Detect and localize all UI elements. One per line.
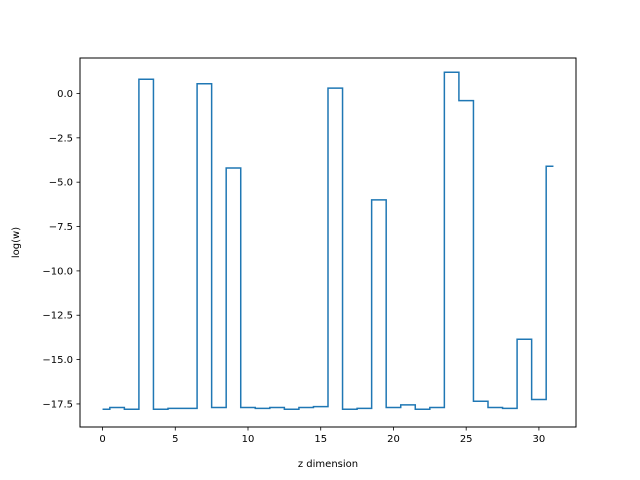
y-tick-label: −5.0: [49, 178, 73, 189]
series-line: [102, 71, 554, 411]
x-tick-label: 25: [460, 434, 473, 445]
x-axis-ticks: 0 5 10 15 20 25 30: [99, 427, 545, 445]
x-tick-label: 30: [533, 434, 546, 445]
y-axis-label: log(w): [11, 227, 22, 258]
x-tick-label: 10: [242, 434, 255, 445]
x-tick-label: 0: [99, 434, 105, 445]
y-tick-label: −15.0: [42, 355, 73, 366]
y-tick-label: 0.0: [57, 89, 73, 100]
x-axis-label: z dimension: [298, 459, 358, 470]
plot-content: [102, 71, 554, 411]
y-tick-label: −12.5: [42, 311, 73, 322]
y-tick-label: −7.5: [49, 222, 73, 233]
y-tick-label: −2.5: [49, 133, 73, 144]
y-tick-label: −17.5: [42, 399, 73, 410]
y-axis-ticks: 0.0 −2.5 −5.0 −7.5 −10.0 −12.5 −15.0 −17.5: [42, 89, 80, 410]
x-tick-label: 20: [387, 434, 400, 445]
y-tick-label: −10.0: [42, 266, 73, 277]
x-tick-label: 15: [314, 434, 327, 445]
axes-frame: [79, 57, 577, 428]
x-tick-label: 5: [172, 434, 178, 445]
